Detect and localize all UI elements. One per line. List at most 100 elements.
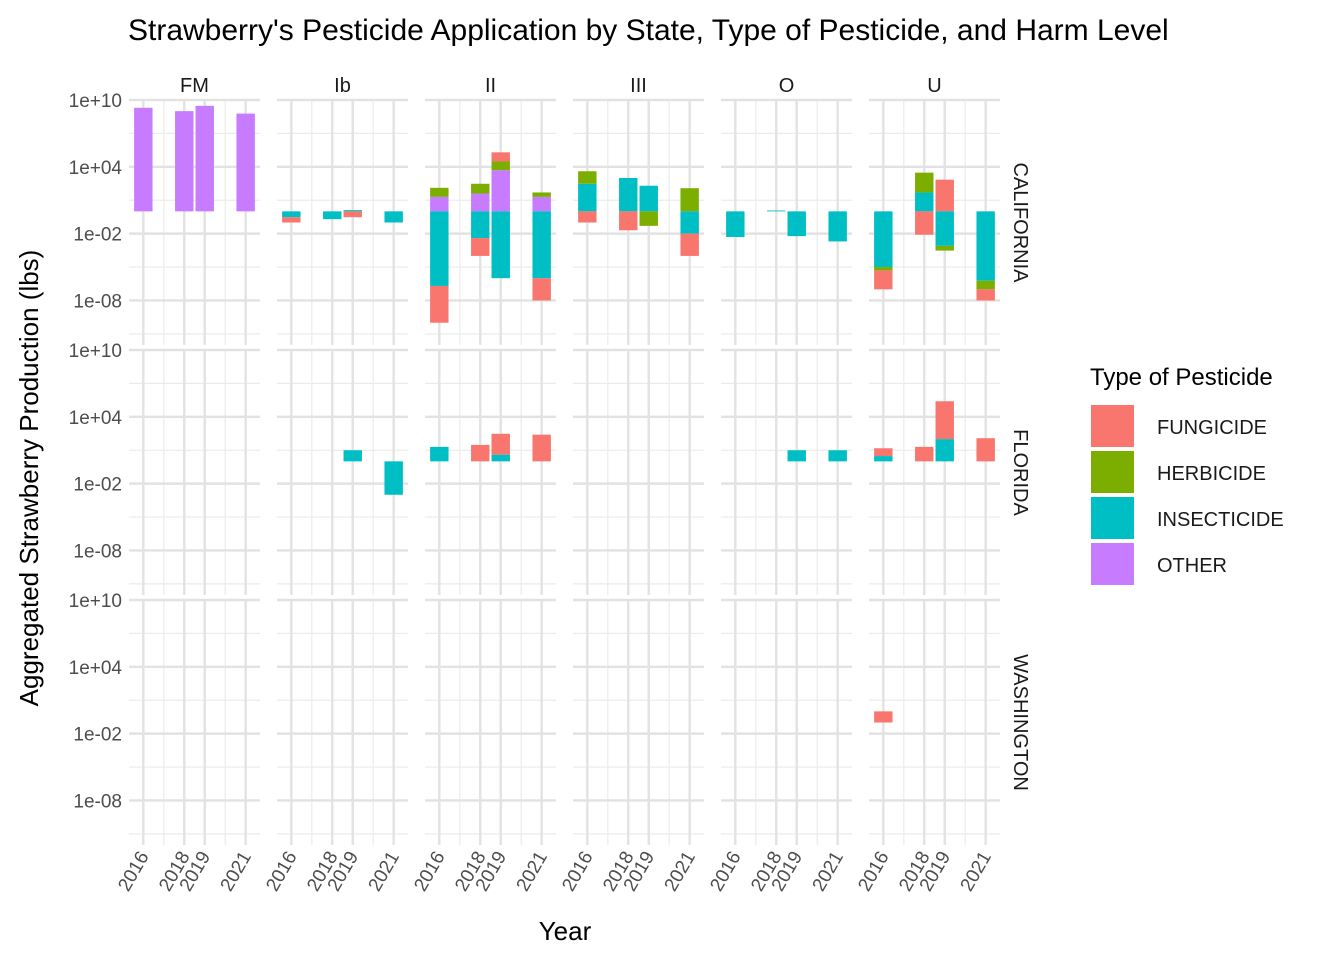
bar-segment-fungicide — [491, 152, 510, 162]
bar-segment-fungicide — [680, 233, 699, 256]
facet-row-label: CALIFORNIA — [1009, 162, 1031, 283]
legend-swatch-insecticide — [1091, 497, 1134, 539]
bar-segment-insecticide — [323, 211, 342, 220]
x-tick-label: 2016 — [854, 848, 893, 895]
x-tick-label: 2021 — [217, 848, 256, 895]
bar-segment-insecticide — [726, 211, 745, 237]
bar-segment-herbicide — [935, 245, 954, 251]
bar-segment-insecticide — [639, 185, 658, 212]
bar-segment-fungicide — [874, 270, 893, 290]
bar-segment-other — [471, 193, 490, 212]
x-tick-label: 2016 — [558, 848, 597, 895]
legend-label: HERBICIDE — [1157, 463, 1266, 485]
bar-segment-herbicide — [680, 188, 699, 212]
x-tick-label: 2021 — [957, 848, 996, 895]
bar-segment-other — [491, 170, 510, 212]
panel-grid-layer — [129, 98, 1000, 845]
bar-segment-fungicide — [874, 711, 893, 723]
x-tick-label: 2021 — [809, 848, 848, 895]
facet-column-label: FM — [180, 75, 209, 97]
bar-segment-fungicide — [343, 211, 362, 218]
x-tick-label: 2016 — [410, 848, 449, 895]
bar-segment-herbicide — [874, 267, 893, 271]
bar-segment-insecticide — [578, 183, 597, 212]
bar-segment-insecticide — [491, 211, 510, 279]
bar-segment-fungicide — [471, 444, 490, 462]
bar-segment-insecticide — [532, 211, 551, 279]
y-tick-label: 1e+04 — [69, 158, 123, 179]
bar-segment-fungicide — [619, 211, 638, 231]
bar-segment-fungicide — [430, 285, 449, 323]
bar-segment-herbicide — [532, 192, 551, 197]
bar-segment-insecticide — [935, 211, 954, 246]
y-tick-label: 1e-08 — [73, 291, 122, 312]
bar-segment-fungicide — [976, 289, 995, 301]
bar-segment-fungicide — [915, 446, 934, 462]
bar-segment-insecticide — [680, 211, 699, 234]
bar-segment-insecticide — [619, 177, 638, 212]
legend-label: FUNGICIDE — [1157, 417, 1267, 439]
bar-segment-insecticide — [935, 439, 954, 462]
bar-segment-insecticide — [976, 211, 995, 281]
bar-segment-herbicide — [491, 161, 510, 171]
x-tick-label: 2021 — [661, 848, 700, 895]
bar-segment-fungicide — [874, 448, 893, 457]
bar-segment-other — [195, 105, 214, 212]
x-tick-label: 2021 — [365, 848, 404, 895]
facet-row-label: WASHINGTON — [1009, 654, 1031, 791]
y-tick-label: 1e+10 — [69, 341, 122, 362]
bar-segment-insecticide — [384, 461, 403, 495]
y-tick-label: 1e-08 — [73, 541, 122, 562]
x-tick-label: 2016 — [262, 848, 301, 895]
y-tick-label: 1e-02 — [73, 475, 122, 496]
bar-segment-insecticide — [828, 450, 847, 462]
legend-swatch-fungicide — [1091, 405, 1134, 447]
y-tick-label: 1e+04 — [69, 408, 123, 429]
legend: Type of Pesticide FUNGICIDE HERBICIDE INSE… — [1090, 364, 1284, 585]
bar-segment-other — [175, 111, 194, 212]
bar-segment-fungicide — [578, 211, 597, 223]
bar-segment-fungicide — [935, 179, 954, 212]
bar-segment-insecticide — [874, 211, 893, 268]
facet-column-label: U — [927, 75, 941, 97]
bar-segment-herbicide — [578, 171, 597, 184]
bar-segment-insecticide — [384, 211, 403, 223]
chart-title: Strawberry's Pesticide Application by St… — [128, 14, 1169, 47]
bar-segment-other — [430, 196, 449, 212]
bar-segment-insecticide — [343, 450, 362, 462]
facet-column-label: III — [630, 75, 647, 97]
bar-segment-insecticide — [787, 450, 806, 462]
legend-swatch-other — [1091, 543, 1134, 585]
bar-segment-fungicide — [491, 433, 510, 455]
bar-segment-herbicide — [639, 211, 658, 226]
bar-segment-insecticide — [787, 211, 806, 237]
facet-column-label: O — [779, 75, 795, 97]
facet-column-label: Ib — [334, 75, 351, 97]
bar-segment-insecticide — [767, 210, 786, 212]
x-tick-label: 2021 — [513, 848, 552, 895]
bar-segment-other — [532, 196, 551, 212]
bar-segment-herbicide — [471, 183, 490, 194]
bar-segment-insecticide — [282, 211, 301, 218]
y-tick-label: 1e-02 — [73, 725, 122, 746]
y-tick-label: 1e-02 — [73, 225, 122, 246]
y-tick-label: 1e-08 — [73, 791, 122, 812]
bar-segment-insecticide — [430, 446, 449, 462]
legend-label: OTHER — [1157, 555, 1227, 577]
bar-segment-fungicide — [976, 438, 995, 462]
bar-segment-other — [134, 107, 153, 212]
bar-segment-fungicide — [471, 238, 490, 256]
bar-segment-herbicide — [915, 172, 934, 193]
facet-row-label: FLORIDA — [1009, 429, 1031, 516]
x-tick-label: 2016 — [114, 848, 153, 895]
bar-segment-insecticide — [828, 211, 847, 242]
bar-segment-fungicide — [532, 434, 551, 462]
legend-title: Type of Pesticide — [1090, 364, 1273, 391]
bar-segment-insecticide — [343, 210, 362, 212]
bar-segment-insecticide — [915, 192, 934, 212]
y-axis-label: Aggregated Strawberry Production (lbs) — [14, 250, 44, 707]
bar-segment-insecticide — [874, 456, 893, 462]
bar-segment-insecticide — [491, 454, 510, 462]
y-tick-label: 1e+04 — [69, 658, 123, 679]
